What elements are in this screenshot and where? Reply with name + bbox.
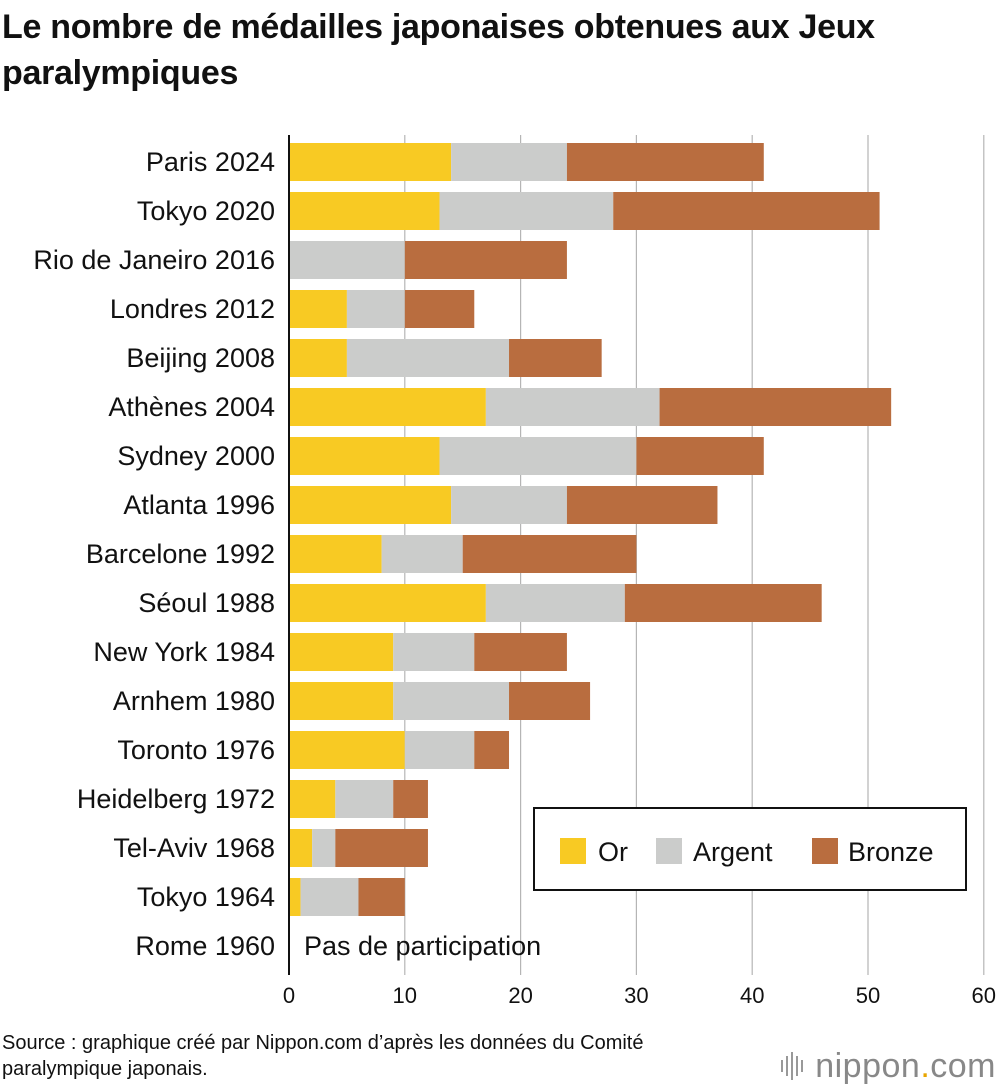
legend-swatch (812, 838, 838, 864)
bar-segment (474, 633, 567, 671)
bar-segment (509, 682, 591, 720)
bar-segment (485, 388, 660, 426)
x-tick-label: 20 (508, 983, 532, 1008)
category-label: Barcelone 1992 (86, 539, 275, 569)
bar-segment (393, 633, 475, 671)
logo-text-main: nippon (815, 1047, 921, 1085)
legend-label: Bronze (848, 837, 934, 867)
bar-segment (393, 780, 428, 818)
legend-box (533, 807, 967, 891)
bar-segment (462, 535, 637, 573)
bar-segment (566, 486, 718, 524)
legend-label: Or (598, 837, 628, 867)
bar-segment (289, 780, 336, 818)
category-label: Heidelberg 1972 (77, 784, 275, 814)
bar-segment (289, 731, 405, 769)
bar-segment (659, 388, 892, 426)
legend-label: Argent (693, 837, 773, 867)
bar-segment (346, 290, 405, 328)
bar-segment (509, 339, 602, 377)
x-tick-label: 30 (624, 983, 648, 1008)
category-label: Rio de Janeiro 2016 (33, 245, 275, 275)
bar-segment (346, 339, 510, 377)
bar-segment (289, 143, 452, 181)
chart-title: Le nombre de médailles japonaises obtenu… (2, 8, 875, 92)
category-label: Tel-Aviv 1968 (113, 833, 275, 863)
legend-swatch (560, 838, 586, 864)
category-labels: Paris 2024 Tokyo 2020 Rio de Janeiro 2016 L… (33, 147, 275, 961)
bar-segment (300, 878, 359, 916)
bar-segment (289, 633, 394, 671)
x-tick-label: 50 (856, 983, 880, 1008)
bar-segment (289, 437, 440, 475)
bar-segment (636, 437, 764, 475)
bar-segment (289, 535, 382, 573)
logo-text-suffix: com (930, 1047, 996, 1085)
bar-segment (381, 535, 463, 573)
category-label: New York 1984 (93, 637, 275, 667)
source-note: Source : graphique créé par Nippon.com d… (2, 1032, 644, 1080)
logo-bars-icon (781, 1052, 804, 1080)
category-label: Arnhem 1980 (113, 686, 275, 716)
bar-segment (566, 143, 764, 181)
bar-segment (289, 290, 347, 328)
bar-segment (289, 829, 313, 867)
bar-segment (312, 829, 336, 867)
category-label: Toronto 1976 (117, 735, 275, 765)
bar-segment (393, 682, 510, 720)
bar-segment (624, 584, 822, 622)
bar-segment (613, 192, 880, 230)
x-tick-label: 10 (393, 983, 417, 1008)
bar-segment (289, 878, 301, 916)
stacked-bar-chart: Paris 2024 Tokyo 2020 Rio de Janeiro 2016 L… (33, 135, 996, 1008)
legend-swatch (656, 838, 682, 864)
legend: Or Argent Bronze (533, 807, 967, 891)
bar-segment (404, 290, 475, 328)
category-label: Athènes 2004 (108, 392, 275, 422)
bar-segment (451, 486, 567, 524)
no-participation-note: Pas de participation (304, 931, 541, 961)
bars (289, 143, 892, 916)
bar-segment (439, 437, 637, 475)
x-tick-label: 40 (740, 983, 764, 1008)
x-tick-label: 0 (283, 983, 295, 1008)
bar-segment (404, 731, 475, 769)
bar-segment (485, 584, 625, 622)
bar-segment (289, 241, 405, 279)
bar-segment (335, 829, 428, 867)
bar-segment (289, 388, 486, 426)
x-tick-label: 60 (972, 983, 996, 1008)
category-label: Séoul 1988 (138, 588, 275, 618)
bar-segment (439, 192, 614, 230)
bar-segment (335, 780, 394, 818)
bar-segment (404, 241, 567, 279)
category-label: Rome 1960 (135, 931, 275, 961)
category-label: Atlanta 1996 (123, 490, 275, 520)
bar-segment (289, 584, 486, 622)
bar-segment (358, 878, 405, 916)
x-axis-ticks: 0 10 20 30 40 50 60 (283, 983, 996, 1008)
category-label: Londres 2012 (110, 294, 275, 324)
bar-segment (289, 486, 452, 524)
nippon-logo: nippon.com (779, 1046, 996, 1086)
bar-segment (289, 339, 347, 377)
bar-segment (474, 731, 510, 769)
category-label: Beijing 2008 (126, 343, 275, 373)
bar-segment (289, 192, 440, 230)
logo-dot: . (920, 1047, 931, 1085)
category-label: Tokyo 2020 (137, 196, 275, 226)
category-label: Sydney 2000 (117, 441, 275, 471)
category-label: Paris 2024 (146, 147, 275, 177)
category-label: Tokyo 1964 (137, 882, 275, 912)
bar-segment (289, 682, 394, 720)
bar-segment (451, 143, 567, 181)
